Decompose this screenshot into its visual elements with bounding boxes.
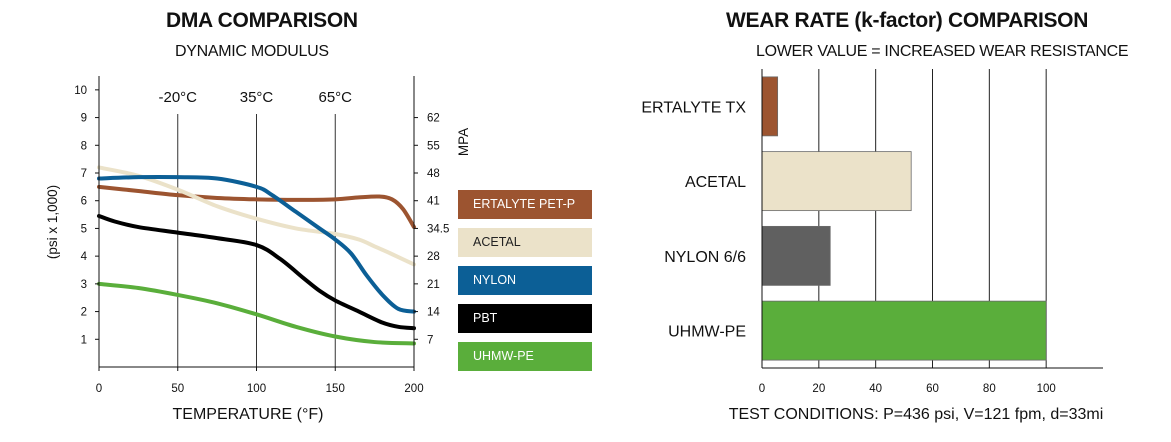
y-tick-label: 2 bbox=[81, 307, 87, 319]
bar-nylon-6-6 bbox=[761, 225, 831, 286]
x-tick-label: 200 bbox=[404, 383, 423, 395]
y2-axis-title: MPA bbox=[456, 128, 471, 156]
y2-tick-label: 48 bbox=[427, 168, 440, 180]
series-line-uhmw-pe bbox=[97, 281, 416, 346]
dma-chart-subtitle: DYNAMIC MODULUS bbox=[175, 43, 329, 60]
x-tick-label: 100 bbox=[1037, 383, 1056, 395]
category-label: NYLON 6/6 bbox=[664, 249, 746, 266]
y-tick-label: 4 bbox=[81, 251, 88, 263]
bar-uhmw-pe bbox=[761, 300, 1047, 361]
legend-item-acetal: ACETAL bbox=[458, 228, 592, 257]
series-line-pbt bbox=[97, 213, 416, 331]
test-conditions-label: TEST CONDITIONS: P=436 psi, V=121 fpm, d… bbox=[729, 406, 1104, 423]
x-tick-label: 0 bbox=[759, 383, 765, 395]
x-tick-label: 0 bbox=[96, 383, 102, 395]
y-axis-title: (psi x 1,000) bbox=[45, 185, 60, 259]
y-tick-label: 10 bbox=[74, 85, 87, 97]
x-tick-label: 20 bbox=[812, 383, 825, 395]
x-tick-label: 40 bbox=[869, 383, 882, 395]
bar-ertalyte-tx bbox=[761, 76, 779, 137]
dma-legend: ERTALYTE PET-P ACETAL NYLON PBT UHMW-PE bbox=[458, 190, 592, 380]
dma-chart: 1 2 3 4 5 6 7 8 9 10 7 14 21 28 34.5 41 48 55 62 0 50 100 150 2… bbox=[45, 76, 471, 423]
wear-chart: 0 20 40 60 80 100 ERTALYTE TX ACETAL NYLON 6/6 U… bbox=[641, 69, 1103, 423]
y-tick-label: 1 bbox=[81, 334, 87, 346]
y-tick-label: 8 bbox=[81, 140, 87, 152]
y2-tick-label: 28 bbox=[427, 251, 440, 263]
y2-tick-label: 14 bbox=[427, 307, 440, 319]
y2-tick-label: 21 bbox=[427, 279, 440, 291]
legend-item-uhmw-pe: UHMW-PE bbox=[458, 342, 592, 371]
y-tick-label: 5 bbox=[81, 223, 87, 235]
x-tick-label: 50 bbox=[171, 383, 184, 395]
bar-acetal bbox=[761, 151, 912, 212]
y-tick-label: 9 bbox=[81, 113, 87, 125]
temp-reference-label: 35°C bbox=[240, 89, 274, 106]
wear-chart-title: WEAR RATE (k-factor) COMPARISON bbox=[726, 9, 1089, 32]
category-label: ACETAL bbox=[685, 174, 746, 191]
y-tick-label: 7 bbox=[81, 168, 87, 180]
temp-reference-label: -20°C bbox=[158, 89, 197, 106]
category-label: ERTALYTE TX bbox=[641, 99, 746, 116]
y2-tick-label: 62 bbox=[427, 113, 440, 125]
y-tick-label: 3 bbox=[81, 279, 87, 291]
x-tick-label: 60 bbox=[926, 383, 939, 395]
x-axis-title: TEMPERATURE (°F) bbox=[173, 406, 324, 423]
y2-tick-label: 7 bbox=[427, 334, 433, 346]
dma-chart-title: DMA COMPARISON bbox=[166, 9, 358, 32]
category-label: UHMW-PE bbox=[668, 324, 746, 341]
legend-item-ertalyte-pet-p: ERTALYTE PET-P bbox=[458, 190, 592, 219]
legend-item-pbt: PBT bbox=[458, 304, 592, 333]
series-line-acetal bbox=[97, 165, 416, 267]
x-tick-label: 80 bbox=[983, 383, 996, 395]
legend-item-nylon: NYLON bbox=[458, 266, 592, 295]
y2-tick-label: 55 bbox=[427, 140, 440, 152]
temp-reference-label: 65°C bbox=[318, 89, 352, 106]
y-tick-label: 6 bbox=[81, 196, 87, 208]
series-line-nylon bbox=[97, 174, 416, 314]
y2-tick-label: 34.5 bbox=[427, 223, 449, 235]
series-line-ertalyte-pet-p bbox=[97, 184, 416, 230]
wear-chart-subtitle: LOWER VALUE = INCREASED WEAR RESISTANCE bbox=[756, 43, 1129, 60]
x-tick-label: 150 bbox=[326, 383, 345, 395]
y2-tick-label: 41 bbox=[427, 196, 440, 208]
x-tick-label: 100 bbox=[247, 383, 266, 395]
